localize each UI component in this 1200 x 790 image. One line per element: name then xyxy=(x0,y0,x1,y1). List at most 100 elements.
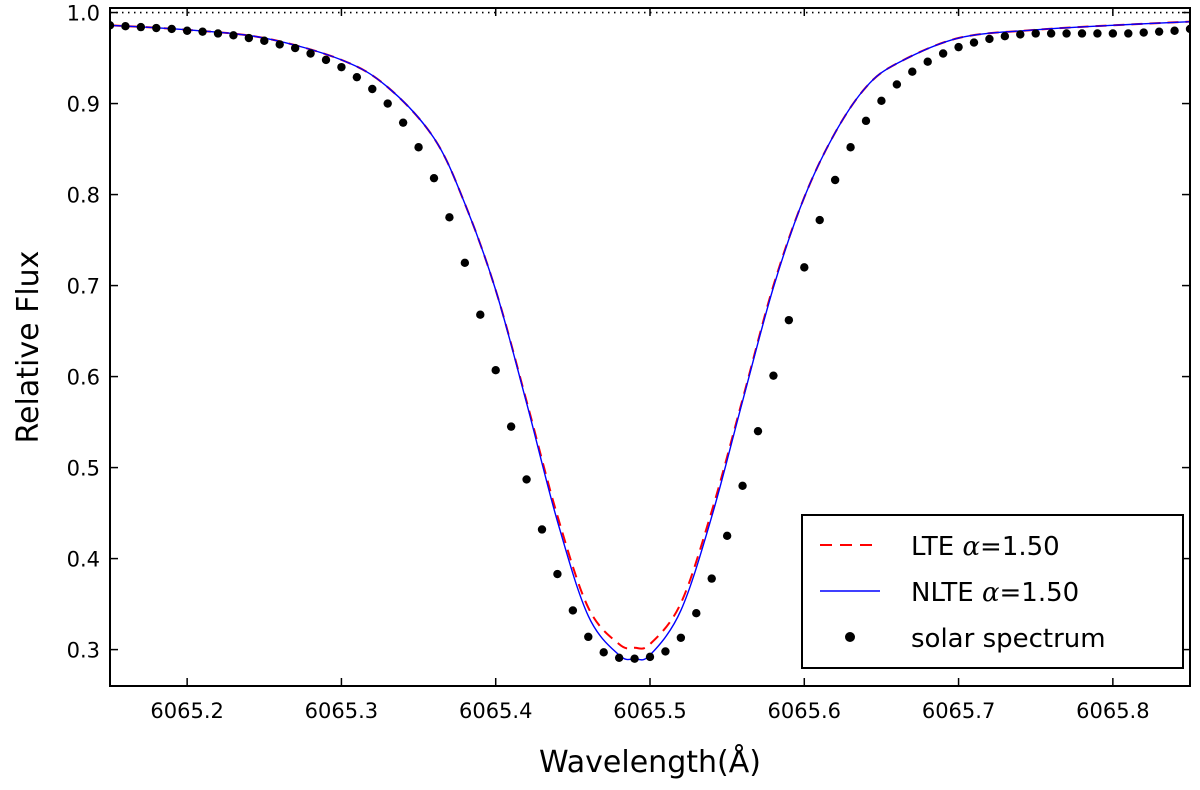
solar-spectrum-point xyxy=(1108,29,1118,38)
solar-spectrum-point xyxy=(398,118,408,127)
solar-spectrum-point xyxy=(491,366,500,375)
solar-spectrum-point xyxy=(229,31,238,40)
y-tick-label: 0.4 xyxy=(67,548,100,572)
solar-spectrum-point xyxy=(1062,29,1071,38)
solar-spectrum-point xyxy=(753,426,763,436)
solar-spectrum-point xyxy=(429,173,439,183)
solar-spectrum-point xyxy=(954,42,963,52)
solar-spectrum-point xyxy=(815,215,824,225)
solar-spectrum-point xyxy=(306,49,315,58)
solar-spectrum-point xyxy=(661,647,670,656)
solar-spectrum-point xyxy=(923,57,932,66)
solar-spectrum-point xyxy=(506,422,516,431)
solar-spectrum-point xyxy=(784,315,794,325)
solar-spectrum-point xyxy=(722,531,732,541)
y-tick-label: 0.5 xyxy=(67,457,100,481)
legend-label-solar: solar spectrum xyxy=(911,624,1106,654)
solar-spectrum-point xyxy=(676,633,686,642)
legend-label-lte-suffix: =1.50 xyxy=(980,532,1060,562)
solar-spectrum-point xyxy=(383,99,392,108)
legend-label-nlte-prefix: NLTE xyxy=(911,578,982,608)
solar-spectrum-point xyxy=(260,36,269,45)
solar-spectrum-point xyxy=(445,213,454,222)
solar-spectrum-point xyxy=(414,143,423,152)
solar-spectrum-point xyxy=(167,24,176,34)
solar-spectrum-point xyxy=(599,648,608,657)
solar-spectrum-point xyxy=(1124,29,1133,38)
solar-spectrum-point xyxy=(290,43,300,53)
solar-spectrum-point xyxy=(568,606,578,615)
legend-label-nlte: NLTE α=1.50 xyxy=(911,578,1079,608)
series-nlte-line xyxy=(110,20,1190,661)
x-tick-label: 6065.8 xyxy=(1076,699,1149,723)
ticks-layer: 6065.2 6065.3 6065.4 6065.5 6065.6 6065.7 6065… xyxy=(67,2,1190,723)
solar-spectrum-point xyxy=(1154,27,1164,36)
y-tick-label: 0.7 xyxy=(67,275,100,299)
solar-spectrum-point xyxy=(1170,26,1179,35)
solar-spectrum-point xyxy=(368,84,377,94)
solar-spectrum-point xyxy=(152,23,161,33)
x-tick-label: 6065.3 xyxy=(305,699,378,723)
solar-spectrum-point xyxy=(275,40,284,49)
solar-spectrum-point xyxy=(738,481,747,490)
solar-spectrum-point xyxy=(846,143,855,152)
solar-spectrum-point xyxy=(121,22,130,31)
solar-spectrum-point xyxy=(537,525,547,534)
solar-spectrum-point xyxy=(584,632,593,642)
legend-label-nlte-symbol: α xyxy=(982,578,1000,608)
solar-spectrum-point xyxy=(553,569,562,579)
x-tick-label: 6065.6 xyxy=(768,699,841,723)
solar-spectrum-point xyxy=(630,654,639,663)
plot-marks xyxy=(110,11,1190,663)
solar-spectrum-point xyxy=(614,653,624,662)
solar-spectrum-point xyxy=(476,310,485,319)
solar-spectrum-point xyxy=(110,21,115,30)
solar-spectrum-point xyxy=(877,96,886,106)
solar-spectrum-point xyxy=(861,116,871,126)
solar-spectrum-point xyxy=(985,34,994,44)
solar-spectrum-point xyxy=(1139,28,1148,37)
solar-spectrum-point xyxy=(321,55,331,65)
solar-spectrum-point xyxy=(522,475,531,484)
x-tick-label: 6065.5 xyxy=(613,699,686,723)
legend-label-nlte-suffix: =1.50 xyxy=(1000,578,1080,608)
solar-spectrum-point xyxy=(707,574,716,583)
solar-spectrum-point xyxy=(1077,29,1087,38)
solar-spectrum-point xyxy=(692,608,701,618)
series-solar-spectrum xyxy=(110,21,1190,663)
solar-spectrum-point xyxy=(1031,29,1040,38)
solar-spectrum-point xyxy=(1000,32,1010,41)
solar-spectrum-point xyxy=(244,33,254,43)
solar-spectrum-point xyxy=(938,49,948,58)
y-tick-label: 0.9 xyxy=(67,93,100,117)
y-tick-label: 1.0 xyxy=(67,2,100,26)
y-tick-label: 0.6 xyxy=(67,366,100,390)
solar-spectrum-point xyxy=(908,67,917,76)
solar-spectrum-point xyxy=(352,72,362,82)
solar-spectrum-point xyxy=(892,80,902,89)
x-tick-label: 6065.2 xyxy=(150,699,223,723)
solar-spectrum-point xyxy=(182,26,192,35)
solar-spectrum-point xyxy=(969,38,979,47)
x-tick-label: 6065.4 xyxy=(459,699,532,723)
y-tick-label: 0.8 xyxy=(67,184,100,208)
solar-spectrum-point xyxy=(830,175,840,185)
legend-label-lte-symbol: α xyxy=(962,532,980,562)
solar-spectrum-point xyxy=(337,62,346,72)
legend-label-lte: LTE α=1.50 xyxy=(911,532,1060,562)
y-axis-label: Relative Flux xyxy=(11,251,46,444)
legend-label-lte-prefix: LTE xyxy=(911,532,962,562)
solar-spectrum-point xyxy=(769,371,778,380)
y-tick-label: 0.3 xyxy=(67,639,100,663)
solar-spectrum-point xyxy=(645,652,655,662)
solar-spectrum-point xyxy=(1016,30,1025,39)
x-axis-label: Wavelength(Å) xyxy=(539,744,761,780)
solar-spectrum-point xyxy=(213,29,223,38)
solar-spectrum-point xyxy=(800,263,809,272)
x-tick-label: 6065.7 xyxy=(922,699,995,723)
legend: LTE α=1.50 NLTE α=1.50 solar spectrum xyxy=(801,514,1184,669)
solar-spectrum-point xyxy=(1093,29,1102,38)
solar-spectrum-point xyxy=(1185,24,1190,34)
solar-spectrum-point xyxy=(198,27,207,36)
